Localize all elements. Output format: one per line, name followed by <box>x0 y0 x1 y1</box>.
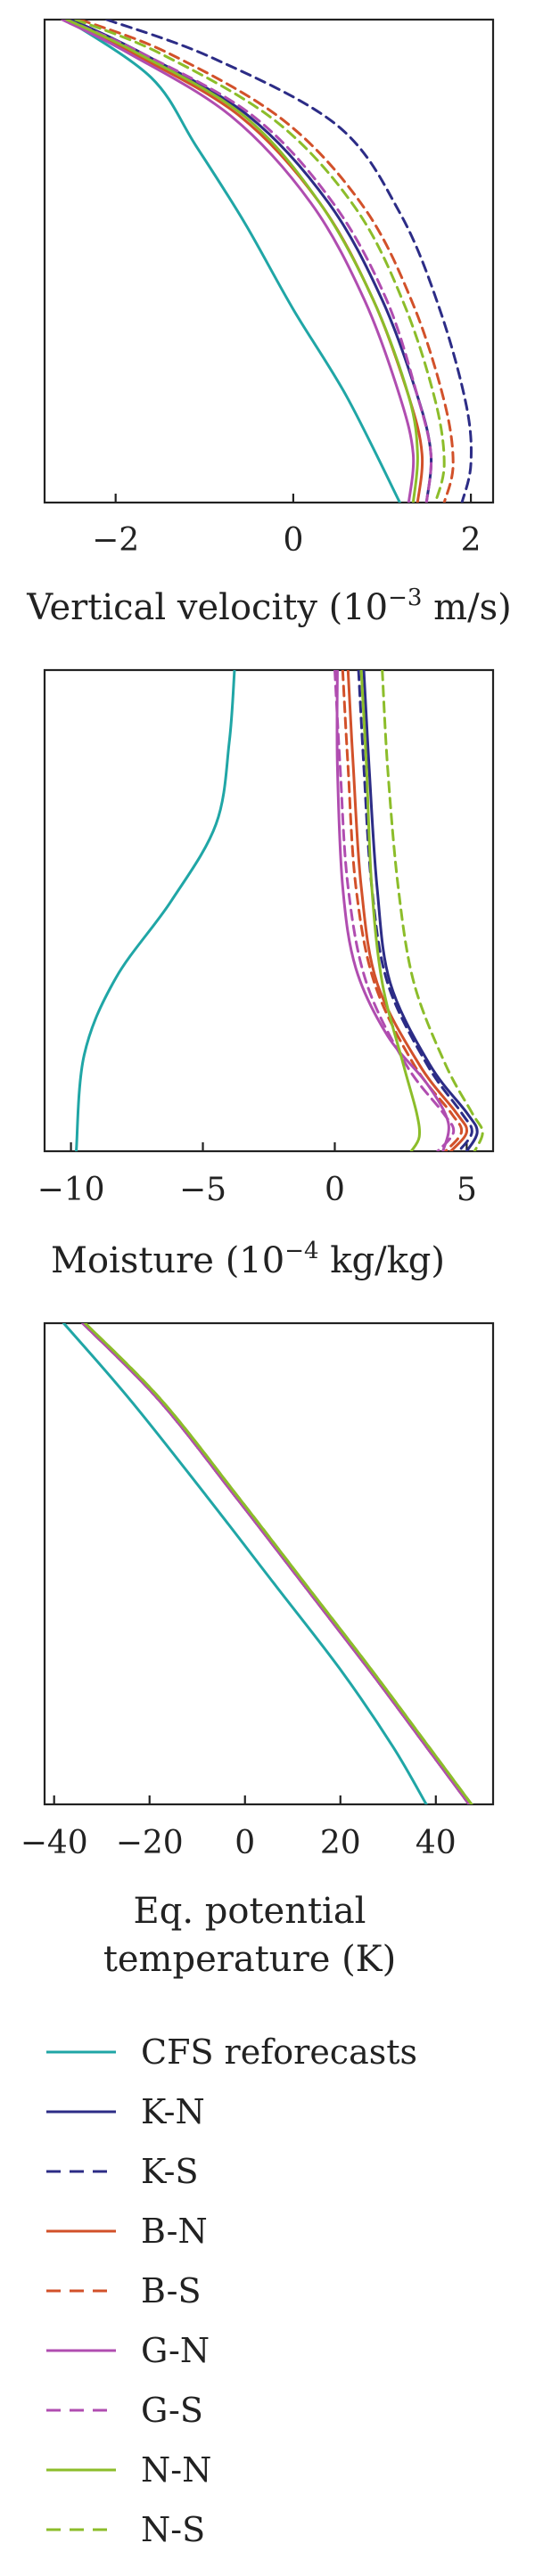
eq-potential-temperature-curves <box>62 1323 473 1804</box>
series-line-n-n <box>84 1323 473 1804</box>
legend-item-g-s: G-S <box>46 2391 203 2430</box>
eq-potential-temperature-ticks: −40 −20 0 20 40 <box>21 1795 457 1861</box>
series-line-b-s <box>341 670 464 1151</box>
legend-item-b-n: B-N <box>46 2212 208 2251</box>
x-tick-label: −10 <box>37 1172 105 1208</box>
series-line-b-s <box>81 1323 471 1804</box>
series-line-b-s <box>78 20 455 503</box>
legend-item-n-n: N-N <box>46 2450 211 2490</box>
series-line-g-n <box>335 670 450 1151</box>
series-line-k-n <box>81 1323 471 1804</box>
legend-item-b-s: B-S <box>46 2271 202 2310</box>
moisture-curves <box>75 670 484 1151</box>
legend: CFS reforecasts K-N K-S B-N B-S G-N G-S N-N N-S <box>46 2032 417 2549</box>
x-tick-label: 0 <box>283 522 303 559</box>
series-line-cfs-reforecasts <box>62 1323 428 1804</box>
series-line-cfs-reforecasts <box>75 670 236 1151</box>
series-line-cfs-reforecasts <box>65 20 401 503</box>
series-line-k-s <box>105 20 473 503</box>
x-tick-label: 40 <box>416 1825 457 1861</box>
moisture-plot-frame <box>43 668 495 1153</box>
series-line-n-s <box>74 20 446 503</box>
eq-potential-temperature-axis-label: Eq. potential <box>134 1891 366 1932</box>
series-line-n-s <box>381 670 484 1151</box>
legend-label: B-S <box>141 2271 202 2310</box>
x-tick-label: −2 <box>92 522 139 559</box>
series-line-b-n <box>65 20 424 503</box>
legend-label: K-S <box>141 2152 199 2191</box>
series-line-k-s <box>357 670 473 1151</box>
series-line-g-n <box>61 20 416 503</box>
series-line-g-n <box>81 1323 471 1804</box>
legend-label: G-N <box>141 2331 210 2370</box>
series-line-b-n <box>346 670 469 1151</box>
legend-label: N-S <box>141 2510 205 2549</box>
moisture-panel: −10 −5 0 5 Moisture (10−4 kg/kg) <box>37 668 495 1281</box>
vertical-velocity-ticks: −2 0 2 <box>92 494 482 559</box>
moisture-ticks: −10 −5 0 5 <box>37 1142 477 1208</box>
eq-potential-temperature-panel: −40 −20 0 20 40 Eq. potential temperature (K… <box>21 1321 495 1980</box>
series-line-n-s <box>84 1323 473 1804</box>
x-tick-label: −20 <box>116 1825 184 1861</box>
x-tick-label: 20 <box>320 1825 361 1861</box>
legend-label: G-S <box>141 2391 203 2430</box>
legend-label: K-N <box>141 2092 205 2131</box>
vertical-velocity-plot-frame <box>43 18 495 504</box>
x-tick-label: 2 <box>461 522 482 559</box>
series-line-g-s <box>333 670 456 1151</box>
series-line-n-n <box>65 20 419 503</box>
eq-potential-temperature-plot-frame <box>43 1321 495 1806</box>
x-tick-label: 5 <box>457 1172 477 1208</box>
legend-label: B-N <box>141 2212 208 2251</box>
series-line-k-n <box>362 670 479 1151</box>
x-tick-label: 0 <box>325 1172 345 1208</box>
vertical-velocity-curves <box>61 20 473 503</box>
legend-item-k-n: K-N <box>46 2092 205 2131</box>
x-tick-label: −40 <box>21 1825 88 1861</box>
series-line-b-n <box>81 1323 471 1804</box>
series-line-g-s <box>81 1323 471 1804</box>
eq-potential-temperature-axis-label-line2: temperature (K) <box>103 1939 396 1980</box>
series-line-k-s <box>81 1323 471 1804</box>
series-line-n-n <box>359 670 422 1151</box>
moisture-axis-label: Moisture (10−4 kg/kg) <box>51 1238 445 1281</box>
series-line-k-n <box>70 20 433 503</box>
x-tick-label: −5 <box>179 1172 226 1208</box>
legend-item-k-s: K-S <box>46 2152 199 2191</box>
legend-label: CFS reforecasts <box>141 2032 417 2072</box>
vertical-velocity-axis-label: Vertical velocity (10−3 m/s) <box>26 585 511 628</box>
legend-item-n-s: N-S <box>46 2510 205 2549</box>
legend-label: N-N <box>141 2450 211 2490</box>
vertical-velocity-panel: −2 0 2 Vertical velocity (10−3 m/s) <box>26 18 512 628</box>
series-line-g-s <box>65 20 433 503</box>
legend-item-g-n: G-N <box>46 2331 210 2370</box>
legend-item-cfs-reforecasts: CFS reforecasts <box>46 2032 417 2072</box>
x-tick-label: 0 <box>235 1825 255 1861</box>
